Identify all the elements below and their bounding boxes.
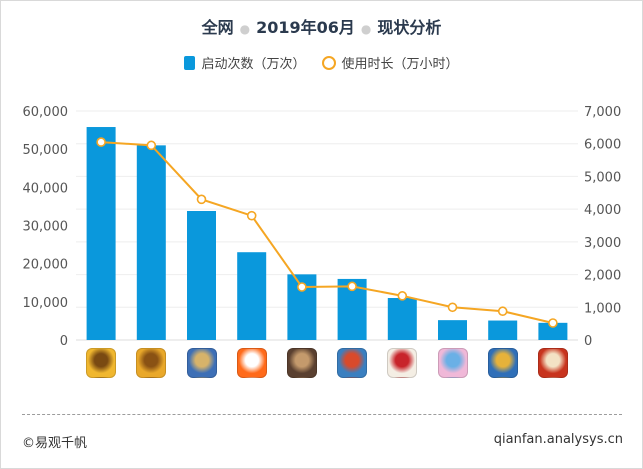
clash-royale-icon: [186, 348, 217, 378]
y-right-tick-label: 2,000: [584, 269, 621, 284]
bar: [438, 320, 467, 340]
y-right-tick-label: 1,000: [584, 301, 621, 316]
y-left-tick-label: 0: [60, 334, 68, 349]
line-point: [146, 140, 157, 151]
y-left-tick-label: 40,000: [23, 181, 69, 196]
footer-source-url[interactable]: qianfan.analysys.cn: [493, 432, 623, 447]
legend-item-bar[interactable]: 启动次数（万次）: [184, 53, 306, 72]
chart-legend: 启动次数（万次） 使用时长（万小时）: [0, 53, 643, 72]
title-part-1: 全网: [201, 18, 234, 37]
line-point: [548, 318, 558, 328]
clash-of-clans-icon: [86, 348, 117, 378]
bar: [187, 210, 216, 340]
title-separator-dot: ●: [239, 22, 251, 36]
legend-bar-label: 启动次数（万次）: [201, 57, 306, 72]
bar: [538, 322, 568, 340]
bar: [237, 252, 267, 340]
line-series: [101, 141, 554, 324]
line-point: [347, 281, 357, 292]
line-point: [447, 302, 458, 313]
footer-divider: [22, 414, 622, 415]
y-left-tick-label: 60,000: [23, 105, 69, 120]
chart-plot: 0 10,000 20,000 30,000 40,000 50,000 60,000 0 1,…: [23, 105, 622, 349]
orange-app-icon: [236, 348, 267, 378]
bar: [86, 127, 116, 340]
y-left-tick-label: 30,000: [23, 220, 69, 235]
title-part-2: 2019年06月: [256, 18, 355, 37]
clash-of-clans-icon: [136, 348, 167, 378]
football-game-icon: [537, 348, 568, 378]
warrior-game-icon: [286, 348, 317, 378]
line-point: [297, 282, 307, 292]
chart-title: 全网 ● 2019年06月 ● 现状分析: [0, 14, 643, 38]
y-right-tick-label: 5,000: [584, 170, 621, 185]
bar: [136, 145, 166, 340]
line-point: [397, 291, 408, 301]
title-separator-dot: ●: [360, 22, 372, 36]
y-right-tick-label: 3,000: [584, 236, 621, 251]
y-left-tick-label: 20,000: [23, 258, 69, 273]
bar: [488, 320, 518, 340]
y-right-tick-label: 0: [584, 334, 592, 349]
line-point: [96, 137, 106, 147]
y-left-tick-label: 50,000: [23, 143, 69, 158]
bar: [387, 298, 417, 340]
title-part-3: 现状分析: [377, 18, 442, 37]
chinese-chess-icon: [387, 348, 418, 378]
footer-copyright: ©易观千帆: [22, 436, 88, 451]
line-point: [246, 210, 257, 221]
y-right-tick-label: 7,000: [584, 105, 621, 120]
legend-bar-swatch: [184, 55, 196, 70]
line-point: [497, 306, 508, 317]
clash-hero-icon: [487, 348, 518, 378]
legend-line-label: 使用时长（万小时）: [341, 57, 459, 72]
anime-girl-icon: [437, 348, 468, 378]
boom-beach-icon: [337, 348, 368, 378]
legend-line-swatch: [321, 55, 336, 70]
legend-item-line[interactable]: 使用时长（万小时）: [321, 53, 459, 72]
y-right-tick-label: 4,000: [584, 203, 621, 218]
y-right-tick-label: 6,000: [584, 138, 621, 153]
line-point: [196, 194, 207, 205]
y-left-tick-label: 10,000: [23, 296, 69, 311]
